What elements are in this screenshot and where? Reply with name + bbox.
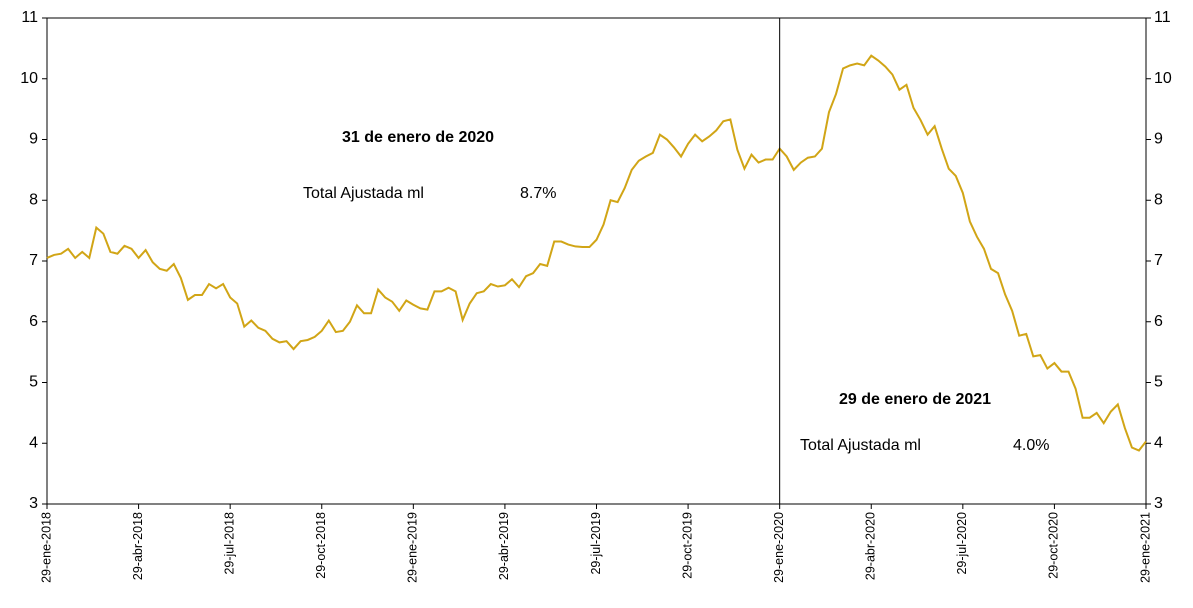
x-tick-label: 29-jul-2018 xyxy=(222,512,236,575)
x-tick-label: 29-jul-2019 xyxy=(589,512,603,575)
y2-tick-label: 6 xyxy=(1154,313,1163,330)
y2-tick-label: 3 xyxy=(1154,495,1163,512)
y2-tick-label: 11 xyxy=(1154,9,1171,26)
data-line xyxy=(46,54,1147,452)
y-tick-label: 9 xyxy=(29,131,38,148)
y2-tick-label: 10 xyxy=(1154,70,1172,87)
annotation-value: 8.7% xyxy=(520,185,556,202)
y-tick-label: 5 xyxy=(29,374,38,391)
annotation-title: 31 de enero de 2020 xyxy=(342,129,494,146)
y-tick-label: 8 xyxy=(29,191,38,208)
y-tick-label: 6 xyxy=(29,313,38,330)
x-tick-label: 29-jul-2020 xyxy=(955,512,969,575)
y-tick-label: 4 xyxy=(29,434,38,451)
x-tick-label: 29-ene-2020 xyxy=(772,512,786,583)
y-tick-label: 11 xyxy=(21,9,38,26)
x-tick-label: 29-oct-2019 xyxy=(680,512,694,579)
y2-tick-label: 4 xyxy=(1154,434,1163,451)
y-tick-label: 10 xyxy=(20,70,38,87)
x-tick-label: 29-ene-2018 xyxy=(39,512,53,583)
y2-tick-label: 7 xyxy=(1154,252,1163,269)
annotation-value: 4.0% xyxy=(1013,437,1049,454)
y2-tick-label: 9 xyxy=(1154,131,1163,148)
annotation-title: 29 de enero de 2021 xyxy=(839,391,991,408)
y-tick-label: 3 xyxy=(29,495,38,512)
x-tick-label: 29-ene-2021 xyxy=(1138,512,1152,583)
x-tick-label: 29-abr-2019 xyxy=(497,512,511,580)
x-tick-label: 29-oct-2018 xyxy=(314,512,328,579)
x-tick-label: 29-ene-2019 xyxy=(406,512,420,583)
x-tick-label: 29-oct-2020 xyxy=(1047,512,1061,579)
y2-tick-label: 8 xyxy=(1154,191,1163,208)
annotation-label: Total Ajustada ml xyxy=(303,185,424,202)
x-tick-label: 29-abr-2018 xyxy=(131,512,145,580)
y-tick-label: 7 xyxy=(29,252,38,269)
x-tick-label: 29-abr-2020 xyxy=(864,512,878,580)
plot-frame xyxy=(46,17,1147,505)
annotation-label: Total Ajustada ml xyxy=(800,437,921,454)
y2-tick-label: 5 xyxy=(1154,374,1163,391)
